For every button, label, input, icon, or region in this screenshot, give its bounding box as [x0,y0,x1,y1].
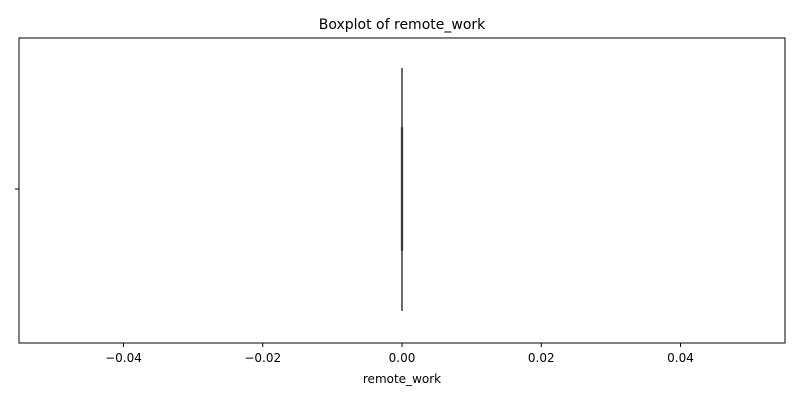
x-tick-label: −0.02 [244,351,281,365]
x-tick-label: −0.04 [105,351,142,365]
x-tick-label: 0.00 [389,351,416,365]
x-tick-label: 0.04 [667,351,694,365]
box-series [400,68,404,311]
x-tick-label: 0.02 [528,351,555,365]
x-axis-ticks: −0.04 −0.02 0.00 0.02 0.04 [105,343,694,365]
chart-title: Boxplot of remote_work [319,17,486,33]
x-axis-label: remote_work [363,372,441,386]
